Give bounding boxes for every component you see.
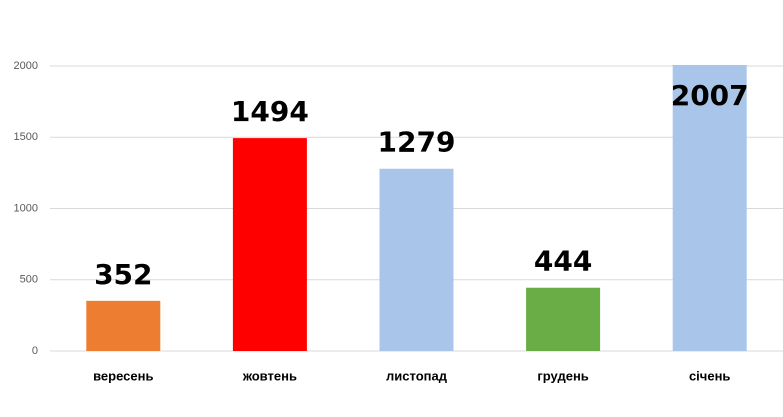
data-label: 352 <box>94 258 152 291</box>
x-tick-label: жовтень <box>242 368 297 383</box>
x-tick-label: вересень <box>93 368 153 383</box>
y-tick-label: 2000 <box>14 60 38 72</box>
x-tick-label: січень <box>689 368 730 383</box>
data-label: 2007 <box>671 79 749 112</box>
y-tick-label: 0 <box>32 345 38 357</box>
data-label: 1279 <box>378 126 456 159</box>
bar <box>232 138 307 351</box>
bar <box>672 65 747 351</box>
x-tick-label: листопад <box>386 368 448 383</box>
y-tick-label: 1500 <box>14 131 38 143</box>
bar <box>526 287 601 351</box>
y-tick-label: 1000 <box>14 202 38 214</box>
data-label: 1494 <box>231 95 309 128</box>
data-label: 444 <box>534 245 592 278</box>
x-tick-label: грудень <box>537 368 588 383</box>
bar <box>86 300 161 351</box>
y-tick-label: 500 <box>20 274 38 286</box>
bar <box>379 168 454 351</box>
